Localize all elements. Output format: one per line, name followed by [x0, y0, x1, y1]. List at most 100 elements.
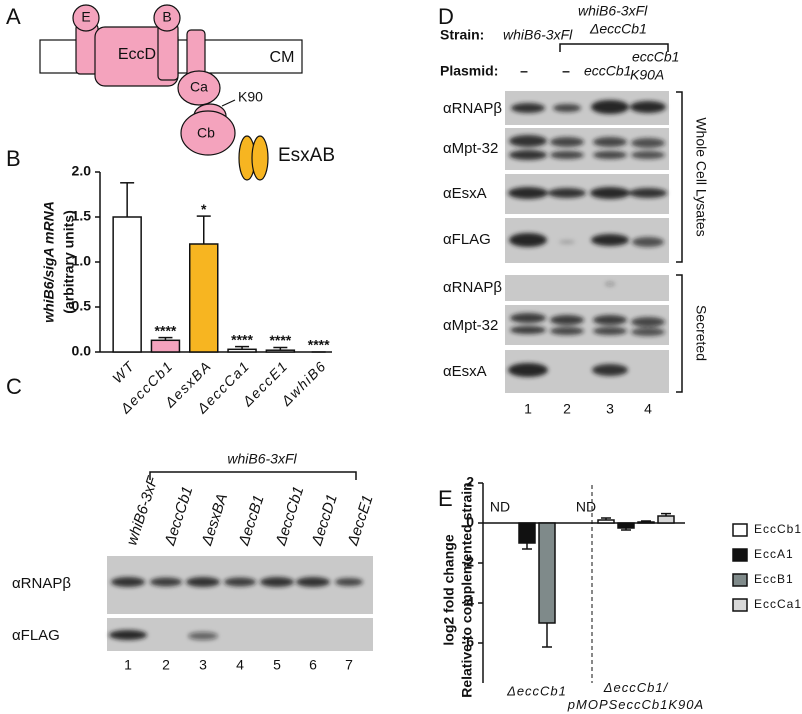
- row-label: αEsxA: [443, 363, 487, 380]
- band: [605, 282, 615, 286]
- band: [593, 315, 627, 325]
- lane-number: 1: [524, 401, 532, 417]
- band: [630, 101, 666, 113]
- band: [511, 103, 545, 113]
- band: [508, 363, 548, 377]
- row-label: αRNAPβ: [443, 100, 502, 117]
- y-tick-label: 1.5: [72, 208, 92, 224]
- band: [632, 237, 664, 247]
- lane-label: ΔeccD1: [308, 492, 341, 548]
- label: K90: [238, 89, 263, 105]
- band: [591, 234, 629, 246]
- bar: [112, 216, 142, 353]
- row-label: αEsxA: [443, 185, 487, 202]
- ecce-head: [72, 4, 100, 32]
- band: [509, 150, 547, 160]
- y-tick-label: -4: [462, 594, 475, 610]
- lane-number: 2: [162, 657, 170, 673]
- y-tick-label: 0.0: [72, 343, 92, 359]
- band: [111, 577, 145, 587]
- band: [260, 577, 294, 587]
- lane-label: ΔeccCb1: [272, 484, 307, 548]
- panel-label: C: [6, 374, 22, 399]
- blot: [505, 275, 669, 301]
- bar: [227, 348, 257, 353]
- annotation: ND: [576, 499, 596, 515]
- label: E: [81, 9, 90, 25]
- band: [591, 100, 629, 114]
- lane-number: 6: [309, 657, 317, 673]
- fraction-label: Whole Cell Lysates: [693, 117, 709, 236]
- lane-number: 1: [124, 657, 132, 673]
- band: [550, 151, 584, 159]
- panel-a: [39, 4, 303, 181]
- panel-label: B: [6, 146, 21, 171]
- eccb-head: [153, 4, 181, 32]
- band: [509, 233, 547, 247]
- x-tick-label: ΔeccCb1: [506, 683, 567, 698]
- y-tick-label: 2: [466, 474, 474, 490]
- row-label: αMpt-32: [443, 140, 498, 157]
- significance: ****: [308, 337, 330, 353]
- band: [150, 577, 182, 587]
- label: Ca: [190, 79, 208, 95]
- bands: [508, 100, 667, 377]
- significance: ****: [231, 331, 253, 347]
- legend-swatch: [732, 548, 748, 562]
- lane-number: 5: [273, 657, 281, 673]
- label: B: [162, 9, 171, 25]
- plasmid: –: [562, 63, 570, 79]
- band: [590, 187, 630, 199]
- lane-label: ΔeccB1: [235, 493, 267, 548]
- bracket: [149, 471, 357, 480]
- band: [553, 104, 581, 112]
- blot: [107, 618, 373, 651]
- y-tick-label: -6: [462, 634, 475, 650]
- lane-label: ΔesxBA: [198, 491, 231, 548]
- label-line: pMOPSeccCb1K90A: [567, 697, 704, 712]
- bands: [109, 577, 363, 640]
- plasmid-label: Plasmid:: [440, 63, 498, 79]
- band: [631, 151, 665, 159]
- lane-number: 4: [236, 657, 244, 673]
- significance: ****: [269, 332, 291, 348]
- plasmid: K90A: [630, 67, 664, 83]
- lane-number: 4: [644, 401, 652, 417]
- band: [335, 578, 363, 586]
- bar: [538, 522, 556, 624]
- significance: *: [201, 201, 207, 217]
- lane-label: ΔeccCb1: [161, 484, 196, 548]
- strain: ΔeccCb1: [589, 21, 647, 37]
- strain: whiB6-3xFl: [578, 3, 648, 19]
- bar: [265, 349, 296, 353]
- panel-label: A: [6, 4, 21, 29]
- band: [296, 577, 330, 587]
- bracket: [676, 91, 683, 263]
- y-tick-label: 1.0: [72, 253, 92, 269]
- row-label: αFLAG: [443, 231, 491, 248]
- band: [550, 315, 584, 325]
- label: Cb: [197, 125, 215, 141]
- panel-d: Strain: whiB6-3xFl whiB6-3xFl ΔeccCb1 Pl…: [440, 3, 709, 393]
- eccca: [177, 70, 221, 106]
- y-axis-label: (arbitrary units): [61, 210, 77, 313]
- row-label: αRNAPβ: [443, 279, 502, 296]
- strain-label: Strain:: [440, 27, 484, 43]
- row-label: αMpt-32: [443, 317, 498, 334]
- legend-swatch: [732, 573, 748, 587]
- lane-label: whiB6-3xF: [123, 474, 161, 547]
- band: [188, 632, 218, 640]
- legend-swatch: [732, 598, 748, 612]
- y-tick-label: 2.0: [72, 163, 92, 179]
- row-label: αFLAG: [12, 627, 60, 644]
- bar: [597, 519, 615, 524]
- bar: [518, 522, 536, 544]
- band: [559, 240, 575, 244]
- band: [510, 313, 546, 323]
- legend-label: EccCa1: [754, 597, 802, 611]
- x-tick-label: WT: [109, 357, 138, 386]
- lane-number: 2: [563, 401, 571, 417]
- band: [548, 188, 586, 198]
- lane-number: 3: [606, 401, 614, 417]
